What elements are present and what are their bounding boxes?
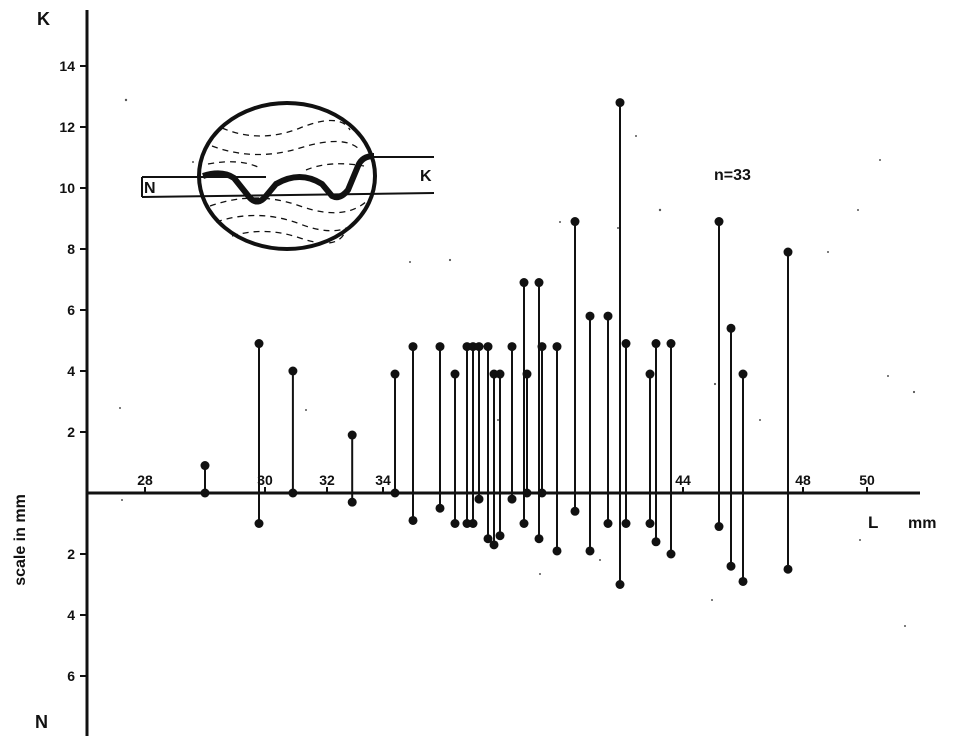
- k-point-18: [537, 342, 547, 352]
- x-tick-label-6: 50: [859, 472, 875, 488]
- scan-grain: [119, 98, 916, 627]
- n-point-7: [450, 519, 460, 528]
- k-point-22: [603, 311, 613, 321]
- n-point-16: [522, 488, 532, 498]
- inset-hatching: [207, 119, 369, 244]
- n-point-11: [483, 534, 493, 544]
- y-axis-upper-label: K: [37, 9, 50, 29]
- y-tick-label-k-0: 14: [59, 58, 75, 74]
- n-point-29: [726, 561, 736, 571]
- k-point-23: [615, 98, 625, 108]
- n-point-20: [570, 506, 580, 516]
- n-point-26: [651, 537, 661, 547]
- n-point-0: [200, 488, 210, 498]
- y-axis-ticks: 14 12 10 8 6 4 2 2 4 6: [59, 58, 87, 684]
- n-point-21: [585, 546, 595, 556]
- n-point-1: [254, 519, 264, 528]
- n-point-10: [474, 494, 484, 504]
- y-tick-label-k-3: 8: [67, 241, 75, 257]
- x-tick-label-0: 28: [137, 472, 153, 488]
- sample-size-label: n=33: [714, 167, 751, 184]
- n-point-25: [645, 519, 655, 528]
- y-tick-label-n-0: 2: [67, 546, 75, 562]
- y-tick-label-k-1: 12: [59, 119, 75, 135]
- x-axis-ticks: 28 30 32 34 44 48 50: [137, 472, 875, 493]
- x-axis-label: L: [868, 513, 878, 532]
- k-point-30: [738, 369, 748, 379]
- k-point-13: [495, 369, 505, 379]
- x-tick-label-1: 30: [257, 472, 273, 488]
- n-point-14: [507, 494, 517, 504]
- k-point-14: [507, 342, 517, 352]
- k-point-28: [714, 217, 724, 227]
- x-tick-label-3: 34: [375, 472, 391, 488]
- n-point-24: [621, 519, 631, 528]
- n-point-6: [435, 503, 445, 513]
- data-marks: [200, 98, 793, 589]
- k-point-29: [726, 323, 736, 333]
- k-point-24: [621, 339, 631, 349]
- k-point-6: [435, 342, 445, 352]
- y-tick-label-k-2: 10: [59, 180, 75, 196]
- inset-n-label: N: [144, 180, 156, 197]
- n-point-2: [288, 488, 298, 498]
- k-point-10: [474, 342, 484, 352]
- n-point-23: [615, 580, 625, 589]
- y-tick-label-k-6: 2: [67, 424, 75, 440]
- n-point-17: [534, 534, 544, 544]
- k-point-16: [522, 369, 532, 379]
- n-point-28: [714, 522, 724, 532]
- k-point-26: [651, 339, 661, 349]
- n-point-13: [495, 531, 505, 541]
- y-tick-label-k-5: 4: [67, 363, 75, 379]
- inset-n-line-bottom: [141, 192, 435, 198]
- x-tick-label-4: 44: [675, 472, 691, 488]
- k-point-4: [390, 369, 400, 379]
- n-point-5: [408, 515, 418, 525]
- n-point-12: [489, 540, 499, 550]
- y-tick-label-n-2: 6: [67, 668, 75, 684]
- k-point-21: [585, 311, 595, 321]
- k-point-20: [570, 217, 580, 227]
- k-point-5: [408, 342, 418, 352]
- k-point-25: [645, 369, 655, 379]
- k-point-2: [288, 366, 298, 376]
- n-point-15: [519, 519, 529, 528]
- x-axis-unit: mm: [908, 515, 936, 532]
- n-point-30: [738, 576, 748, 586]
- inset-diagram: N K: [141, 101, 435, 251]
- y-axis-lower-label: N: [35, 712, 48, 732]
- n-point-31: [783, 564, 793, 574]
- k-point-27: [666, 339, 676, 349]
- n-point-9: [468, 519, 478, 528]
- y-tick-label-k-4: 6: [67, 302, 75, 318]
- k-point-31: [783, 247, 793, 257]
- n-point-19: [552, 546, 562, 556]
- n-point-22: [603, 519, 613, 528]
- n-point-3: [347, 497, 357, 507]
- x-tick-label-2: 32: [319, 472, 335, 488]
- k-point-17: [534, 278, 544, 288]
- k-point-3: [347, 430, 357, 440]
- k-point-0: [200, 461, 210, 471]
- k-point-15: [519, 278, 529, 288]
- n-point-18: [537, 488, 547, 498]
- x-tick-label-5: 48: [795, 472, 811, 488]
- y-tick-label-n-1: 4: [67, 607, 75, 623]
- k-point-11: [483, 342, 493, 352]
- k-point-19: [552, 342, 562, 352]
- n-point-4: [390, 488, 400, 498]
- k-point-1: [254, 339, 264, 349]
- n-point-27: [666, 549, 676, 559]
- k-point-7: [450, 369, 460, 379]
- y-axis-side-label: scale in mm: [12, 494, 29, 586]
- inset-k-label: K: [420, 168, 432, 185]
